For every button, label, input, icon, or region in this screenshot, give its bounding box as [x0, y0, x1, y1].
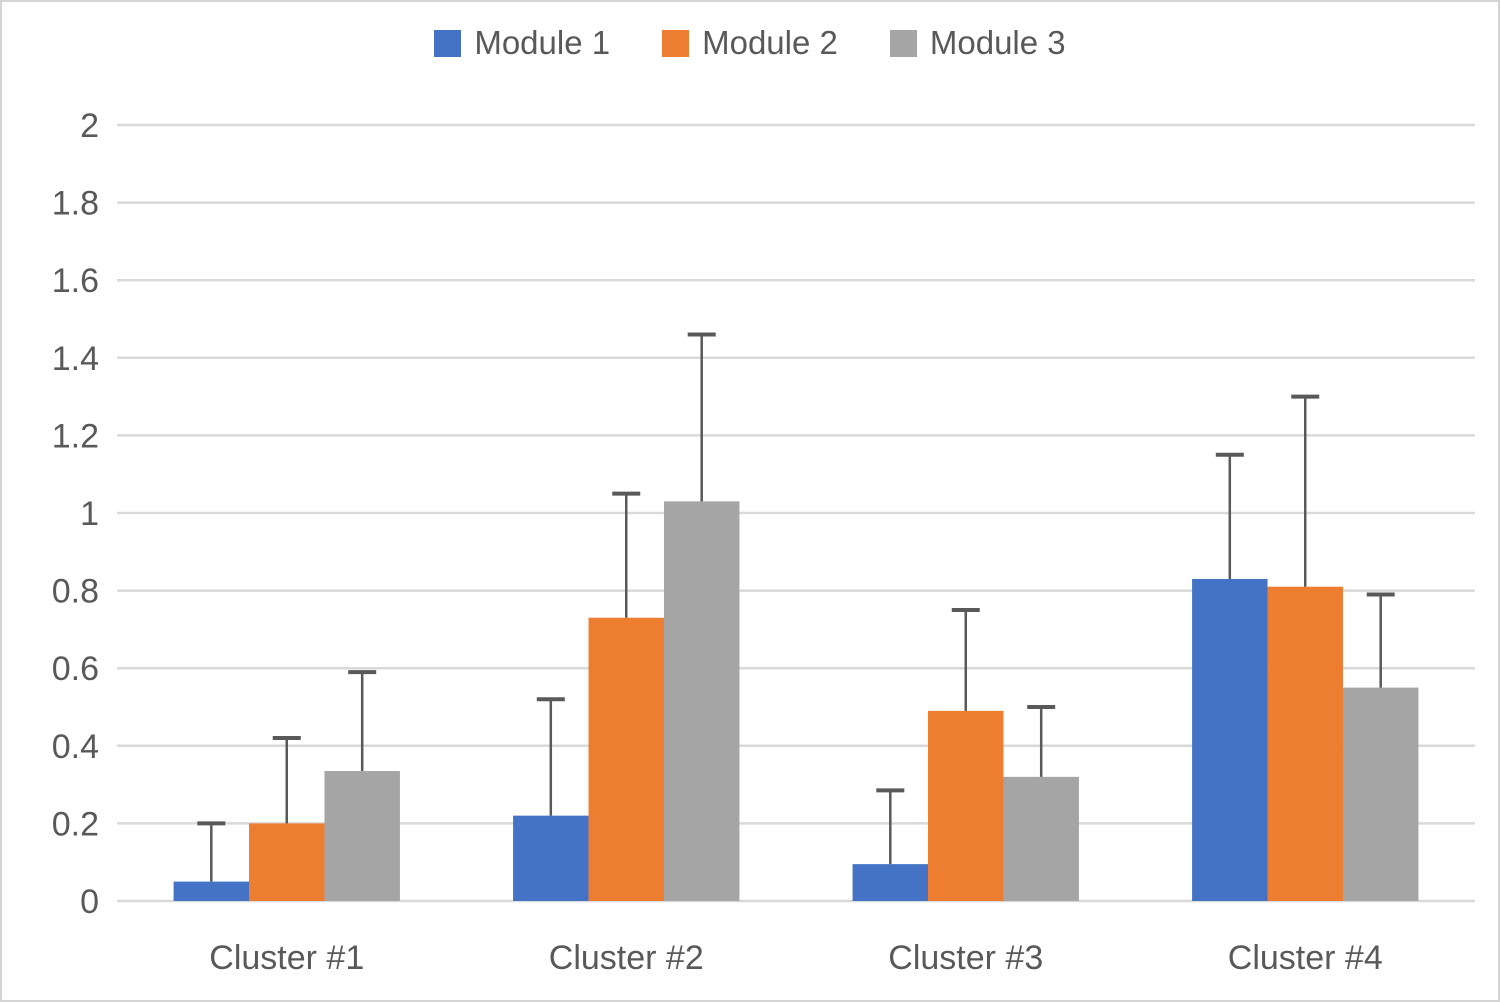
- y-axis-tick-label: 1.8: [52, 185, 99, 223]
- bar-module3-cluster4: [1342, 687, 1419, 901]
- x-axis-category-label: Cluster #4: [1228, 939, 1383, 977]
- x-axis-category-label: Cluster #2: [549, 939, 704, 977]
- y-axis-tick-label: 1: [80, 495, 99, 533]
- legend-item: Module 3: [889, 24, 1066, 62]
- y-axis-tick-label: 0.6: [52, 650, 99, 688]
- legend-label: Module 3: [929, 24, 1066, 61]
- bar-module1-cluster3: [852, 864, 929, 901]
- legend-item: Module 2: [662, 24, 838, 62]
- legend-label: Module 1: [474, 24, 611, 61]
- x-axis-category-label: Cluster #1: [209, 939, 364, 977]
- y-axis-tick-label: 1.4: [52, 340, 99, 378]
- legend-swatch-icon: [889, 29, 917, 57]
- y-axis-tick-label: 0.8: [52, 573, 99, 611]
- y-axis-tick-label: 1.6: [52, 262, 99, 300]
- y-axis-tick-label: 0: [80, 883, 99, 921]
- legend-swatch-icon: [434, 29, 462, 57]
- y-axis-tick-label: 0.2: [52, 805, 99, 843]
- bar-module3-cluster2: [663, 501, 740, 901]
- legend-label: Module 2: [702, 24, 838, 61]
- bar-module3-cluster3: [1003, 776, 1079, 901]
- legend-item: Module 1: [434, 24, 610, 62]
- y-axis-tick-label: 0.4: [52, 728, 99, 766]
- legend-swatch-icon: [662, 29, 690, 57]
- bar-module2-cluster1: [249, 823, 325, 901]
- x-axis-category-label: Cluster #3: [888, 939, 1043, 977]
- bar-module2-cluster3: [928, 710, 1004, 901]
- bar-module2-cluster2: [588, 617, 664, 901]
- chart-legend: Module 1 Module 2 Module 3: [2, 24, 1498, 62]
- y-axis-tick-label: 1.2: [52, 417, 99, 455]
- bar-module2-cluster4: [1267, 586, 1343, 901]
- bar-module1-cluster2: [513, 815, 589, 901]
- bar-module1-cluster1: [173, 881, 250, 901]
- bar-module3-cluster1: [324, 771, 400, 901]
- bar-module1-cluster4: [1192, 578, 1268, 901]
- y-axis-tick-label: 2: [80, 107, 99, 145]
